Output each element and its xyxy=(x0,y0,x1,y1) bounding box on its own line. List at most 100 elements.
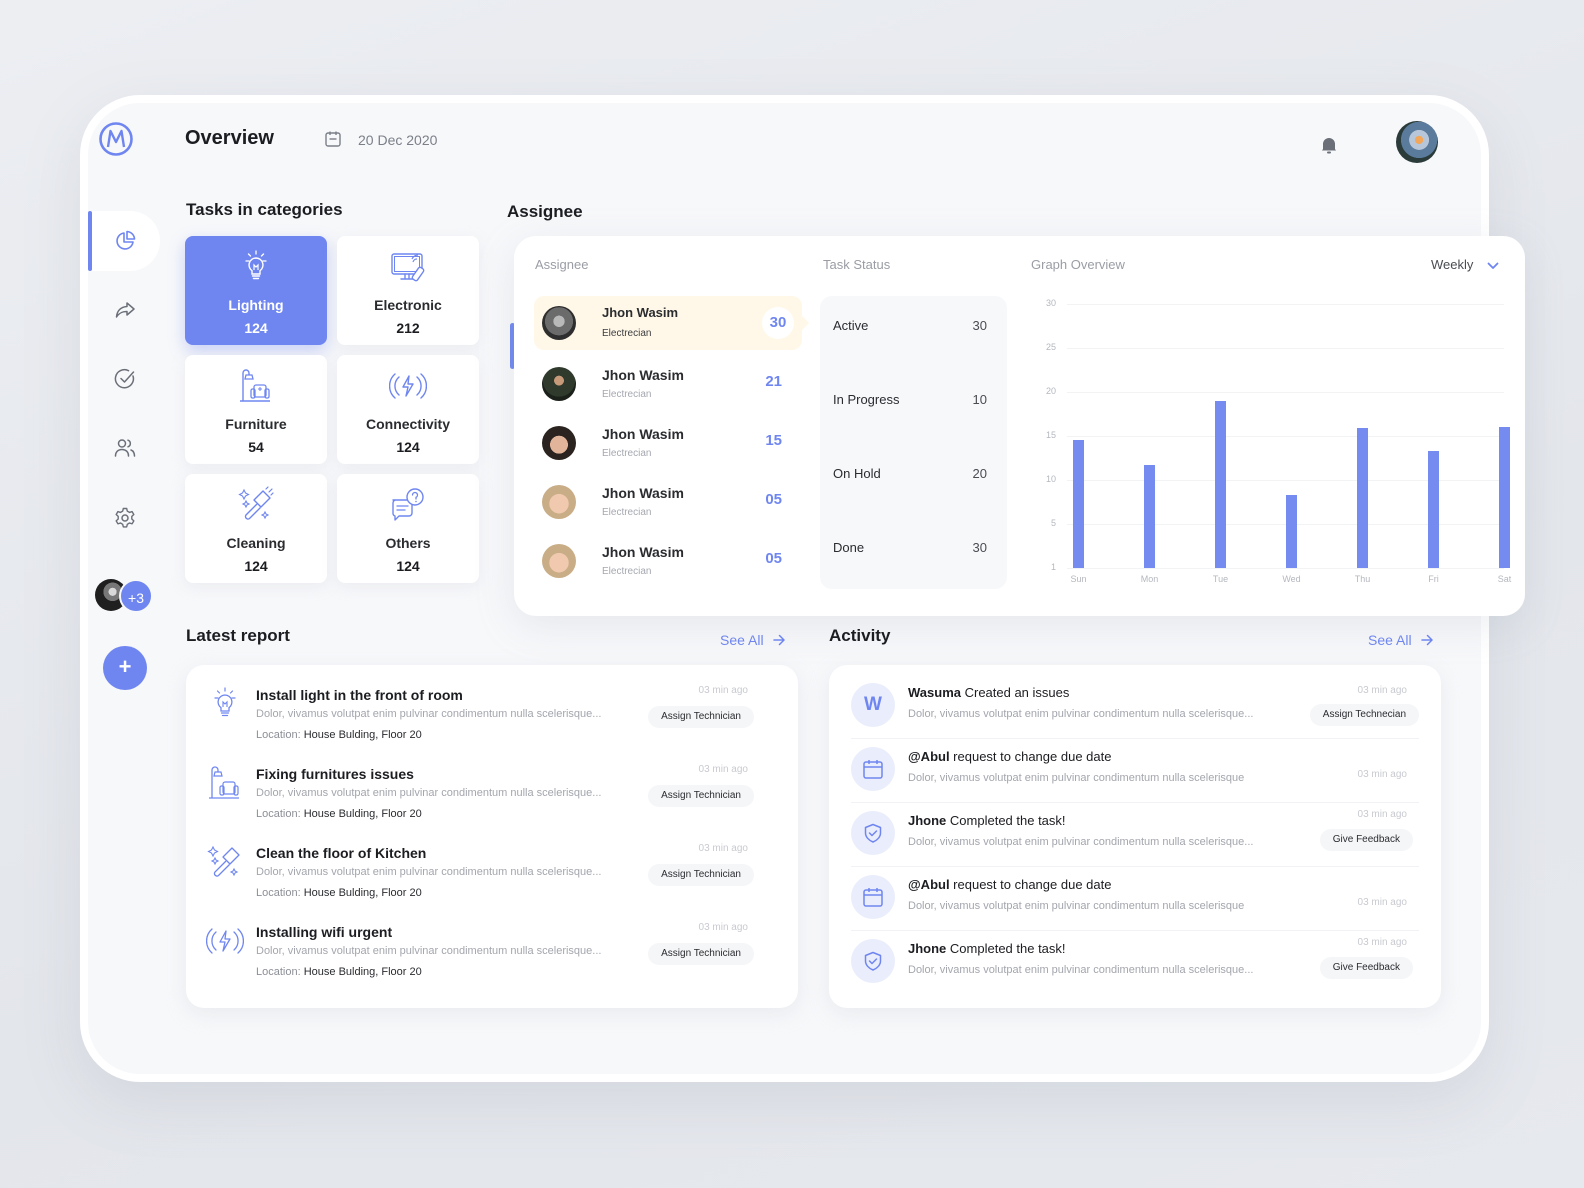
assign-technician-button[interactable]: Assign Technician xyxy=(648,785,754,807)
category-card-cleaning[interactable]: Cleaning 124 xyxy=(185,474,327,583)
report-see-all-link[interactable]: See All xyxy=(720,632,786,648)
category-card-furniture[interactable]: Furniture 54 xyxy=(185,355,327,464)
status-label: Active xyxy=(833,318,869,333)
period-dropdown[interactable]: Weekly xyxy=(1431,257,1499,272)
pie-chart-icon[interactable] xyxy=(113,229,137,253)
activity-time: 03 min ago xyxy=(1357,937,1407,948)
logo-icon[interactable] xyxy=(98,121,134,157)
report-item[interactable]: Installing wifi urgent Dolor, vivamus vo… xyxy=(206,922,778,992)
check-circle-icon[interactable] xyxy=(113,367,137,391)
status-row-on-hold: On Hold 20 xyxy=(833,466,987,481)
assignee-row[interactable]: Jhon Wasim Electrecian 05 xyxy=(534,534,802,588)
y-tick-label: 25 xyxy=(1045,342,1056,352)
status-row-active: Active 30 xyxy=(833,318,987,333)
weekly-bar-chart: 30 25 20 15 10 5 1 Sun Mon Tue Wed Thu Fri Sat xyxy=(1034,296,1511,596)
letter-w-avatar: W xyxy=(851,683,895,727)
activity-description: Dolor, vivamus volutpat enim pulvinar co… xyxy=(908,708,1254,720)
status-label: On Hold xyxy=(833,466,881,481)
chart-bar[interactable] xyxy=(1144,465,1155,568)
x-tick-label: Fri xyxy=(1428,574,1439,584)
give-feedback-button[interactable]: Give Feedback xyxy=(1319,957,1413,979)
latest-report-title: Latest report xyxy=(186,626,290,645)
team-avatars[interactable]: +3 xyxy=(95,579,155,613)
activity-time: 03 min ago xyxy=(1357,809,1407,820)
gridline xyxy=(1067,348,1504,349)
chart-bar[interactable] xyxy=(1357,428,1368,568)
status-value: 10 xyxy=(972,392,987,407)
see-all-label: See All xyxy=(720,632,764,648)
gridline xyxy=(1067,480,1504,481)
assignee-avatar xyxy=(542,367,576,401)
activity-title: Jhone Completed the task! xyxy=(908,813,1066,828)
activity-time: 03 min ago xyxy=(1357,769,1407,780)
team-more-badge[interactable]: +3 xyxy=(119,579,153,613)
drag-handle[interactable] xyxy=(510,323,515,369)
gear-icon[interactable] xyxy=(113,506,137,530)
assignee-avatar xyxy=(542,426,576,460)
status-value: 30 xyxy=(972,318,987,333)
bell-icon[interactable] xyxy=(1320,135,1338,155)
add-button[interactable]: + xyxy=(103,646,147,690)
x-tick-label: Mon xyxy=(1140,574,1159,584)
chevron-down-icon xyxy=(1487,262,1499,269)
user-avatar[interactable] xyxy=(1396,121,1438,163)
assignee-role: Electrecian xyxy=(602,328,652,339)
activity-item[interactable]: Jhone Completed the task! Dolor, vivamus… xyxy=(851,931,1419,995)
assign-technician-button[interactable]: Assign Technician xyxy=(648,706,754,728)
calendar-icon xyxy=(851,875,895,919)
assignee-task-count: 05 xyxy=(765,491,782,508)
chart-bar[interactable] xyxy=(1499,427,1510,568)
report-location: Location: House Bulding, Floor 20 xyxy=(256,887,422,899)
category-card-others[interactable]: Others 124 xyxy=(337,474,479,583)
chart-bar[interactable] xyxy=(1286,494,1297,568)
assignee-row[interactable]: Jhon Wasim Electrecian 30 xyxy=(534,296,809,350)
category-card-electronic[interactable]: Electronic 212 xyxy=(337,236,479,345)
monitor-remote-icon xyxy=(391,253,425,282)
report-item[interactable]: Install light in the front of room Dolor… xyxy=(206,685,778,755)
assignee-role: Electrecian xyxy=(602,389,652,400)
activity-description: Dolor, vivamus volutpat enim pulvinar co… xyxy=(908,836,1254,848)
report-location: Location: House Bulding, Floor 20 xyxy=(256,808,422,820)
category-card-connectivity[interactable]: Connectivity 124 xyxy=(337,355,479,464)
category-count: 212 xyxy=(396,320,420,336)
category-card-lighting[interactable]: Lighting 124 xyxy=(185,236,327,345)
activity-item[interactable]: W Wasuma Created an issues Dolor, vivamu… xyxy=(851,675,1419,739)
activity-see-all-link[interactable]: See All xyxy=(1368,632,1434,648)
chart-bar[interactable] xyxy=(1215,400,1226,568)
report-item[interactable]: Fixing furnitures issues Dolor, vivamus … xyxy=(206,764,778,834)
period-value: Weekly xyxy=(1431,257,1474,272)
give-feedback-button[interactable]: Give Feedback xyxy=(1319,829,1413,851)
category-name: Cleaning xyxy=(226,535,286,551)
assignee-name: Jhon Wasim xyxy=(602,367,684,383)
lamp-armchair-icon xyxy=(209,766,239,799)
assignee-avatar xyxy=(542,306,576,340)
x-tick-label: Wed xyxy=(1282,574,1301,584)
task-status-column-label: Task Status xyxy=(823,257,891,272)
report-item[interactable]: Clean the floor of Kitchen Dolor, vivamu… xyxy=(206,843,778,913)
squeegee-icon xyxy=(238,486,274,520)
activity-item[interactable]: Jhone Completed the task! Dolor, vivamus… xyxy=(851,803,1419,867)
assign-technecian-button[interactable]: Assign Technecian xyxy=(1309,704,1419,726)
y-tick-label: 30 xyxy=(1045,298,1056,308)
assignee-row[interactable]: Jhon Wasim Electrecian 15 xyxy=(534,416,802,470)
status-row-done: Done 30 xyxy=(833,540,987,555)
report-title: Clean the floor of Kitchen xyxy=(256,845,427,861)
activity-card: W Wasuma Created an issues Dolor, vivamu… xyxy=(829,665,1441,1008)
activity-item[interactable]: @Abul request to change due date Dolor, … xyxy=(851,739,1419,803)
activity-item[interactable]: @Abul request to change due date Dolor, … xyxy=(851,867,1419,931)
chart-bar[interactable] xyxy=(1073,440,1084,568)
users-icon[interactable] xyxy=(113,436,137,460)
sidebar-active-indicator xyxy=(88,211,92,271)
chart-bar[interactable] xyxy=(1428,450,1439,568)
activity-description: Dolor, vivamus volutpat enim pulvinar co… xyxy=(908,900,1245,912)
assign-technician-button[interactable]: Assign Technician xyxy=(648,864,754,886)
latest-report-card: Install light in the front of room Dolor… xyxy=(186,665,798,1008)
share-arrow-icon[interactable] xyxy=(113,298,137,322)
wireless-bolt-icon xyxy=(388,373,428,399)
assignee-row[interactable]: Jhon Wasim Electrecian 21 xyxy=(534,357,802,411)
assign-technician-button[interactable]: Assign Technician xyxy=(648,943,754,965)
header-date[interactable]: 20 Dec 2020 xyxy=(358,132,438,148)
assignee-column-label: Assignee xyxy=(535,257,589,272)
calendar-icon[interactable] xyxy=(324,130,342,148)
assignee-row[interactable]: Jhon Wasim Electrecian 05 xyxy=(534,475,802,529)
